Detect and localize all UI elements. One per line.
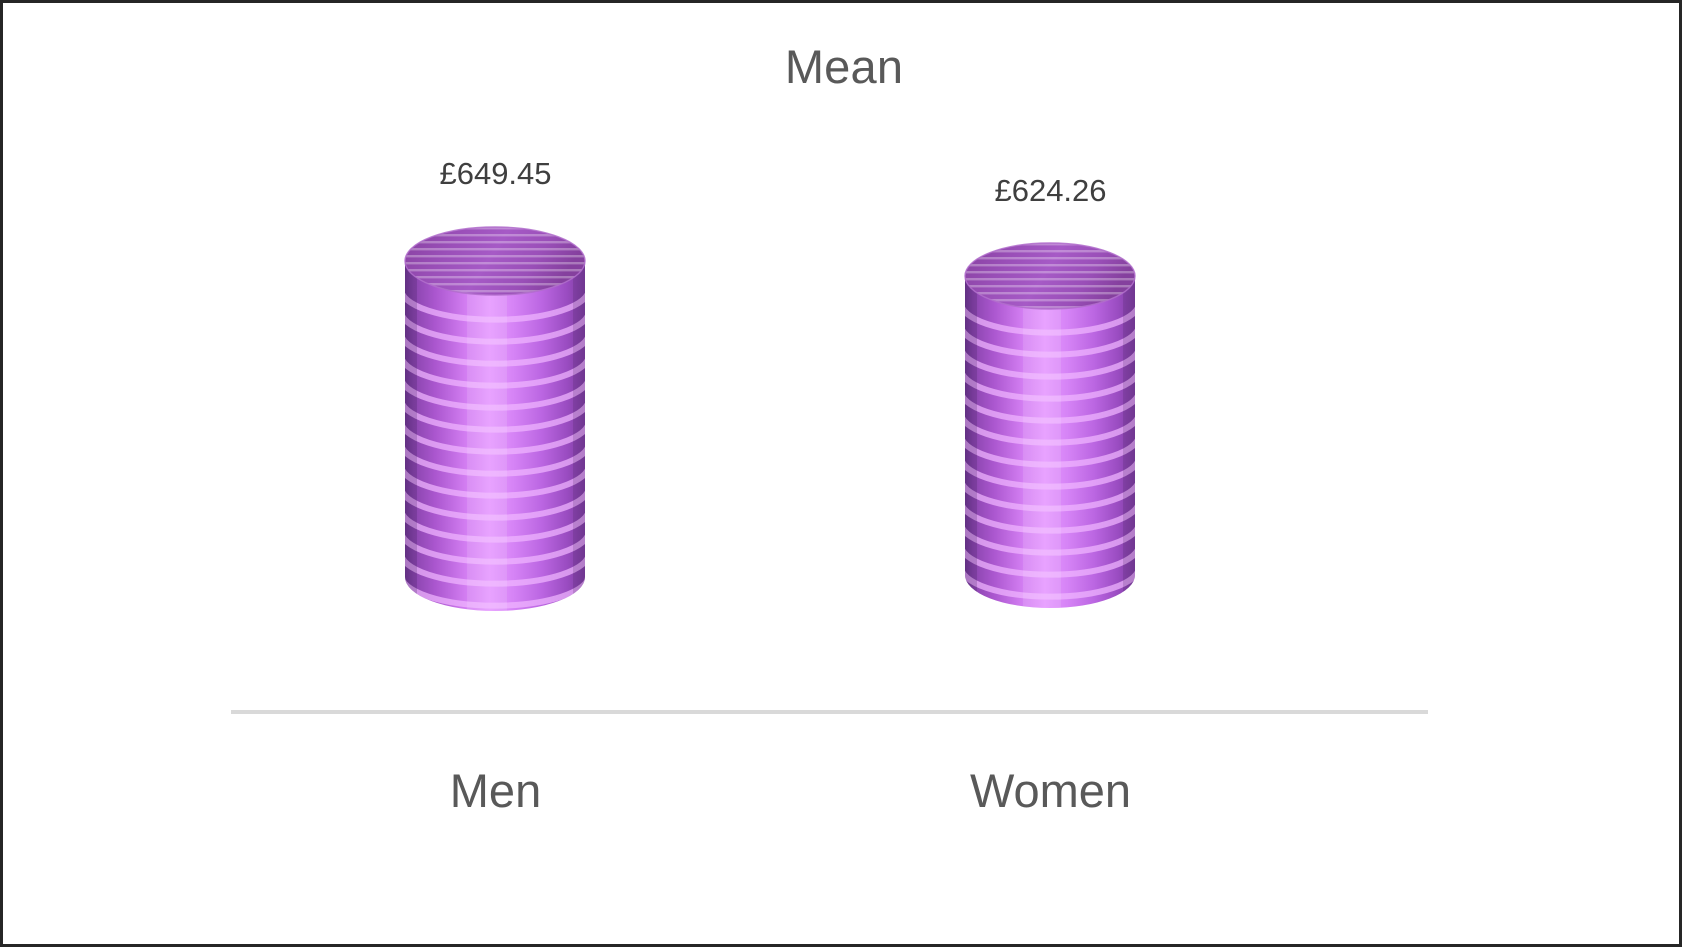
bar-group-women[interactable]: £624.26: [888, 3, 1213, 944]
chart-title: Mean: [784, 40, 904, 93]
plot-area: £649.45: [3, 3, 1679, 944]
cylinder-body-women: [965, 276, 1135, 608]
category-label-men: Men: [449, 764, 542, 817]
cylinder-bar-men-shape: [404, 226, 586, 611]
cylinder-top-women: [964, 242, 1136, 310]
cylinder-bar-women[interactable]: [964, 242, 1136, 633]
data-label-women: £624.26: [994, 173, 1107, 208]
cylinder-top-men: [404, 226, 586, 296]
bar-group-men[interactable]: £649.45: [333, 3, 658, 944]
data-label-men: £649.45: [439, 156, 552, 191]
cylinder-bar-men[interactable]: [404, 226, 586, 639]
cylinder-body-men: [405, 261, 585, 611]
cylinder-bar-women-shape: [964, 242, 1136, 608]
category-axis-line: [231, 710, 1428, 714]
category-label-women: Women: [969, 764, 1132, 817]
